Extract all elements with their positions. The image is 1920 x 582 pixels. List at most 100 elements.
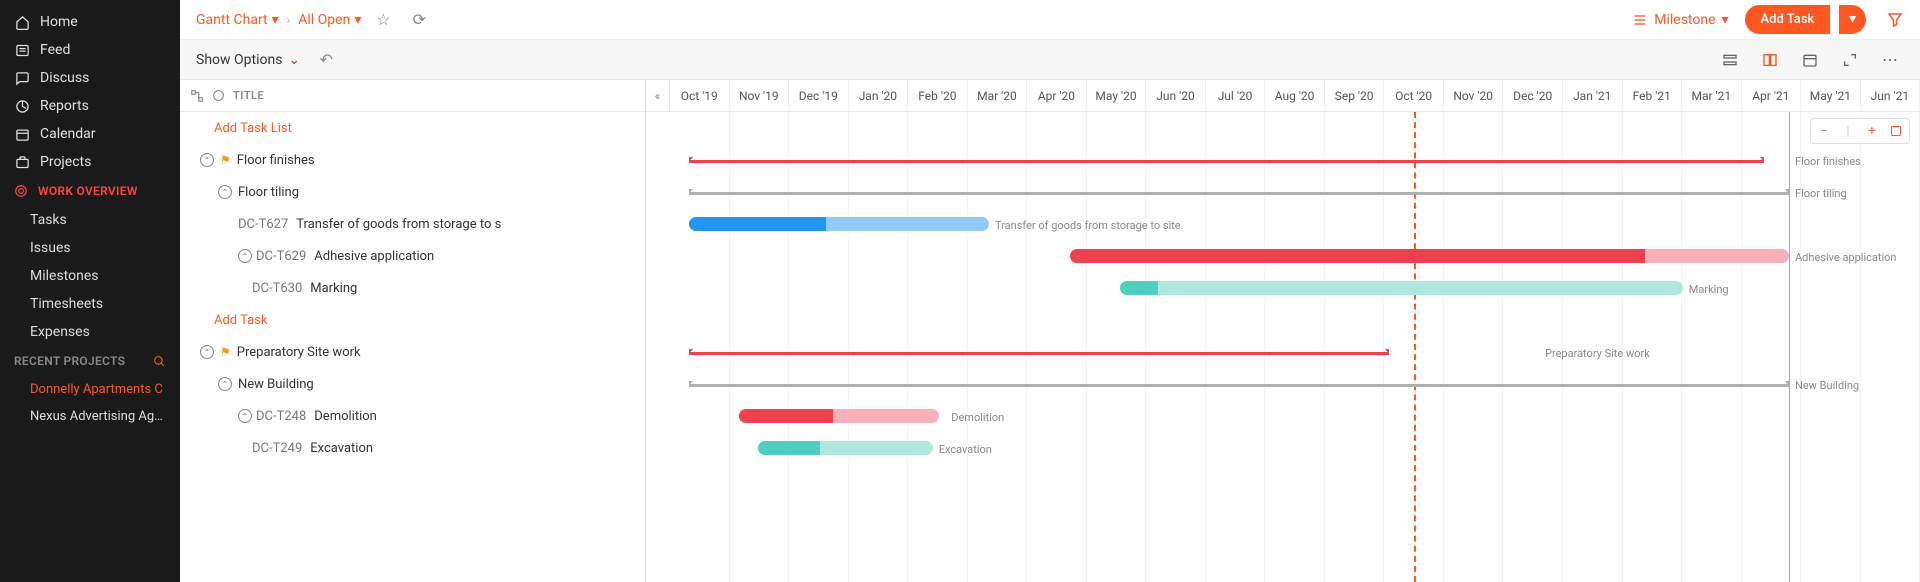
work-overview-header[interactable]: WORK OVERVIEW <box>0 176 180 206</box>
task-id: DC-T630 <box>252 281 302 296</box>
search-icon[interactable] <box>153 355 166 368</box>
filter-label: All Open <box>298 12 350 28</box>
month-header: Feb '20 <box>908 80 968 111</box>
collapse-toggle-icon[interactable]: ⌃ <box>200 153 214 167</box>
nav-discuss[interactable]: Discuss <box>0 64 180 92</box>
toolbar-expand-icon[interactable] <box>1836 46 1864 74</box>
timeline-body[interactable]: Floor finishesFloor tilingTransfer of go… <box>646 112 1920 582</box>
summary-bar[interactable] <box>689 160 1764 163</box>
show-options[interactable]: Show Options ⌄ <box>196 52 300 68</box>
show-options-label: Show Options <box>196 52 282 68</box>
nav-feed[interactable]: Feed <box>0 36 180 64</box>
task-row[interactable]: ⌃New Building <box>180 368 645 400</box>
milestone-button[interactable]: Milestone ▾ <box>1624 8 1736 32</box>
nav-calendar[interactable]: Calendar <box>0 120 180 148</box>
refresh-icon[interactable]: ⟳ <box>405 6 433 34</box>
summary-bar[interactable] <box>689 192 1789 195</box>
section-label: RECENT PROJECTS <box>14 354 125 368</box>
summary-bar[interactable] <box>689 384 1789 387</box>
top-bar: Gantt Chart ▾ › All Open ▾ ☆ ⟳ Milestone… <box>180 0 1920 40</box>
task-row[interactable]: DC-T630Marking <box>180 272 645 304</box>
toolbar-more-icon[interactable]: ⋯ <box>1876 46 1904 74</box>
task-bar[interactable] <box>833 409 939 423</box>
task-bar[interactable] <box>1245 249 1645 263</box>
add-task-button[interactable]: Add Task <box>1745 5 1831 34</box>
task-row[interactable]: DC-T249Excavation <box>180 432 645 464</box>
task-bar[interactable] <box>826 217 989 231</box>
month-header: May '21 <box>1801 80 1861 111</box>
zoom-fit-icon[interactable] <box>1885 121 1907 141</box>
month-header: Sep '20 <box>1325 80 1385 111</box>
filter-icon[interactable] <box>1886 11 1904 29</box>
star-icon[interactable]: ☆ <box>369 6 397 34</box>
task-row[interactable]: ⌃DC-T629Adhesive application <box>180 240 645 272</box>
task-id: DC-T627 <box>238 217 288 232</box>
toolbar-view1-icon[interactable] <box>1716 46 1744 74</box>
hierarchy-icon[interactable] <box>190 89 204 103</box>
month-header: Jun '21 <box>1861 80 1920 111</box>
view-label: Gantt Chart <box>196 12 268 28</box>
flag-icon: ⚑ <box>220 153 231 167</box>
sub-milestones[interactable]: Milestones <box>0 262 180 290</box>
task-row[interactable]: ⌃Floor tiling <box>180 176 645 208</box>
add-task-list-link[interactable]: Add Task List <box>214 121 292 136</box>
sub-tasks[interactable]: Tasks <box>0 206 180 234</box>
undo-icon[interactable]: ↶ <box>312 46 340 74</box>
task-bar[interactable] <box>758 441 821 455</box>
toolbar-view2-icon[interactable] <box>1756 46 1784 74</box>
collapse-toggle-icon[interactable]: ⌃ <box>238 409 252 423</box>
task-bar[interactable] <box>1158 281 1683 295</box>
recent-projects-header: RECENT PROJECTS <box>0 346 180 376</box>
nav-home[interactable]: Home <box>0 8 180 36</box>
task-label: Transfer of goods from storage to s <box>296 217 501 232</box>
sub-issues[interactable]: Issues <box>0 234 180 262</box>
filter-selector[interactable]: All Open ▾ <box>298 12 361 28</box>
summary-bar[interactable] <box>689 352 1389 355</box>
recent-project-0[interactable]: Donnelly Apartments C <box>0 376 180 403</box>
timeline-row: Adhesive application <box>670 240 1920 272</box>
zoom-out-icon[interactable]: − <box>1813 121 1835 141</box>
task-row[interactable]: DC-T627 Transfer of goods from storage to… <box>180 208 645 240</box>
task-bar[interactable] <box>739 409 833 423</box>
zoom-in-icon[interactable]: + <box>1861 121 1883 141</box>
sub-timesheets[interactable]: Timesheets <box>0 290 180 318</box>
collapse-toggle-icon[interactable]: ⌃ <box>200 345 214 359</box>
task-row[interactable]: ⌃⚑Preparatory Site work <box>180 336 645 368</box>
task-label: Adhesive application <box>314 249 434 264</box>
timeline-row: Transfer of goods from storage to site. <box>670 208 1920 240</box>
timeline-header: « Oct '19Nov '19Dec '19Jan '20Feb '20Mar… <box>646 80 1920 112</box>
view-selector[interactable]: Gantt Chart ▾ <box>196 12 279 28</box>
milestone-icon <box>1632 12 1648 28</box>
collapse-toggle-icon[interactable]: ⌃ <box>238 249 252 263</box>
discuss-icon <box>14 70 30 86</box>
timeline-row <box>670 304 1920 336</box>
collapse-toggle-icon[interactable]: ⌃ <box>218 377 232 391</box>
home-icon <box>14 14 30 30</box>
month-header: Oct '19 <box>670 80 730 111</box>
toolbar-calendar-icon[interactable] <box>1796 46 1824 74</box>
add-task-dropdown[interactable]: ▾ <box>1839 5 1866 34</box>
task-header: TITLE <box>180 80 645 112</box>
chevron-down-icon: ▾ <box>272 12 279 28</box>
task-row[interactable]: ⌃DC-T248Demolition <box>180 400 645 432</box>
chevron-down-icon: ⌄ <box>288 52 300 68</box>
task-label: Floor finishes <box>237 153 315 168</box>
nav-reports[interactable]: Reports <box>0 92 180 120</box>
task-bar[interactable] <box>820 441 933 455</box>
nav-projects[interactable]: Projects <box>0 148 180 176</box>
section-label: WORK OVERVIEW <box>38 184 138 198</box>
task-bar[interactable] <box>1645 249 1789 263</box>
add-task-link[interactable]: Add Task <box>214 313 268 328</box>
task-bar[interactable] <box>1070 249 1245 263</box>
sub-expenses[interactable]: Expenses <box>0 318 180 346</box>
timeline-row: Preparatory Site work <box>670 336 1920 368</box>
recent-project-1[interactable]: Nexus Advertising Agen <box>0 403 180 430</box>
collapse-toggle-icon[interactable]: ⌃ <box>218 185 232 199</box>
task-bar[interactable] <box>1120 281 1158 295</box>
collapse-panel-icon[interactable]: « <box>646 80 670 111</box>
circle-icon[interactable] <box>212 89 225 102</box>
task-row[interactable]: Add Task List <box>180 112 645 144</box>
task-bar[interactable] <box>689 217 827 231</box>
task-row[interactable]: ⌃ ⚑ Floor finishes <box>180 144 645 176</box>
task-row[interactable]: Add Task <box>180 304 645 336</box>
